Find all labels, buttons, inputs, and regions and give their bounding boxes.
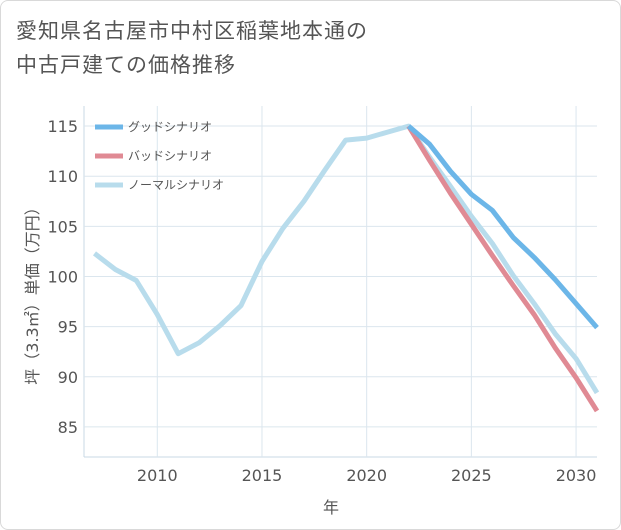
x-tick-labels: 2010 2015 2020 2025 2030 [137, 466, 596, 485]
y-tick-label: 110 [47, 167, 78, 186]
x-tick-label: 2030 [556, 466, 597, 485]
chart-title-line-2: 中古戸建ての価格推移 [16, 53, 236, 77]
grid [83, 106, 597, 458]
series-line-2 [92, 123, 600, 395]
legend-label-1: バッドシナリオ [128, 149, 212, 163]
y-tick-label: 95 [58, 318, 78, 337]
x-axis-title: 年 [323, 498, 339, 517]
y-axis-title: 坪（3.3㎡）単価（万円） [23, 199, 42, 384]
series-line-0 [406, 124, 599, 330]
legend-label-0: グッドシナリオ [128, 120, 212, 134]
y-tick-labels: 85 90 95 100 105 110 115 [47, 117, 78, 437]
y-tick-label: 115 [47, 117, 78, 136]
y-tick-label: 105 [47, 217, 78, 236]
x-tick-label: 2020 [346, 466, 387, 485]
y-tick-label: 90 [58, 368, 78, 387]
y-tick-label: 85 [58, 418, 78, 437]
x-tick-label: 2025 [451, 466, 492, 485]
series-line-1 [406, 124, 600, 413]
x-tick-label: 2010 [137, 466, 178, 485]
legend-label-2: ノーマルシナリオ [128, 178, 224, 192]
chart-title: 愛知県名古屋市中村区稲葉地本通の 中古戸建ての価格推移 [16, 14, 368, 82]
y-tick-label: 100 [47, 267, 78, 286]
x-tick-label: 2015 [242, 466, 283, 485]
chart-title-line-1: 愛知県名古屋市中村区稲葉地本通の [16, 19, 368, 43]
series-lines [92, 123, 600, 413]
